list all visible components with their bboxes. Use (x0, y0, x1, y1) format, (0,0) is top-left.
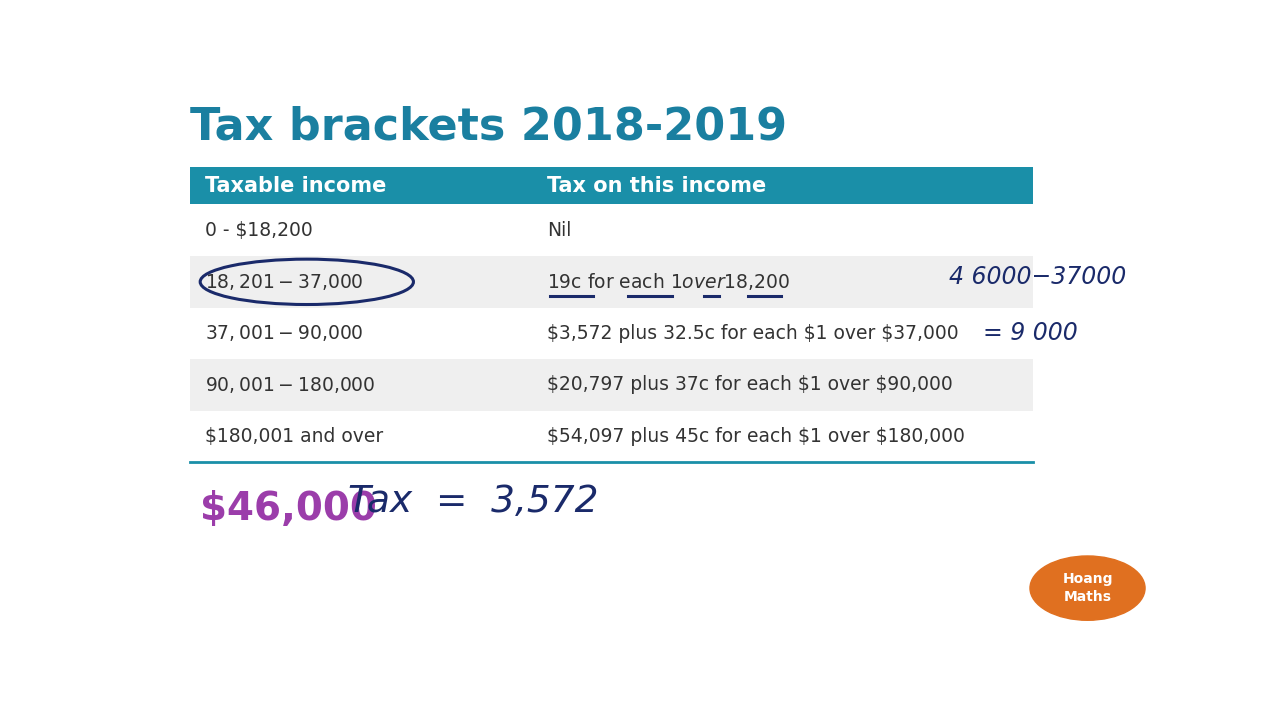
Bar (189, 204, 1033, 256)
Text: $18,201 - $37,000: $18,201 - $37,000 (205, 272, 364, 292)
Circle shape (1030, 556, 1146, 621)
Text: 4 6000−37000: 4 6000−37000 (948, 266, 1126, 289)
Text: 19c for each $1 over $18,200: 19c for each $1 over $18,200 (547, 271, 790, 292)
Bar (189, 167, 1033, 204)
Text: Nil: Nil (547, 221, 571, 240)
Text: $46,000: $46,000 (200, 490, 376, 528)
Text: $54,097 plus 45c for each $1 over $180,000: $54,097 plus 45c for each $1 over $180,0… (547, 427, 965, 446)
Text: Tax  =  3,572: Tax = 3,572 (348, 485, 599, 521)
Text: Tax on this income: Tax on this income (547, 176, 767, 196)
Text: $180,001 and over: $180,001 and over (205, 427, 383, 446)
Text: $90,001 - $180,000: $90,001 - $180,000 (205, 375, 375, 395)
Bar (189, 410, 1033, 462)
Text: $20,797 plus 37c for each $1 over $90,000: $20,797 plus 37c for each $1 over $90,00… (547, 375, 952, 395)
Bar (189, 307, 1033, 359)
Text: $37,001 - $90,000: $37,001 - $90,000 (205, 323, 364, 343)
Text: = 9 000: = 9 000 (983, 321, 1078, 346)
Bar (189, 256, 1033, 307)
Text: Hoang
Maths: Hoang Maths (1062, 572, 1112, 604)
Text: 0 - $18,200: 0 - $18,200 (205, 221, 312, 240)
Bar (189, 359, 1033, 410)
Text: Tax brackets 2018-2019: Tax brackets 2018-2019 (189, 106, 787, 149)
Text: Taxable income: Taxable income (205, 176, 387, 196)
Text: $3,572 plus 32.5c for each $1 over $37,000: $3,572 plus 32.5c for each $1 over $37,0… (547, 324, 959, 343)
